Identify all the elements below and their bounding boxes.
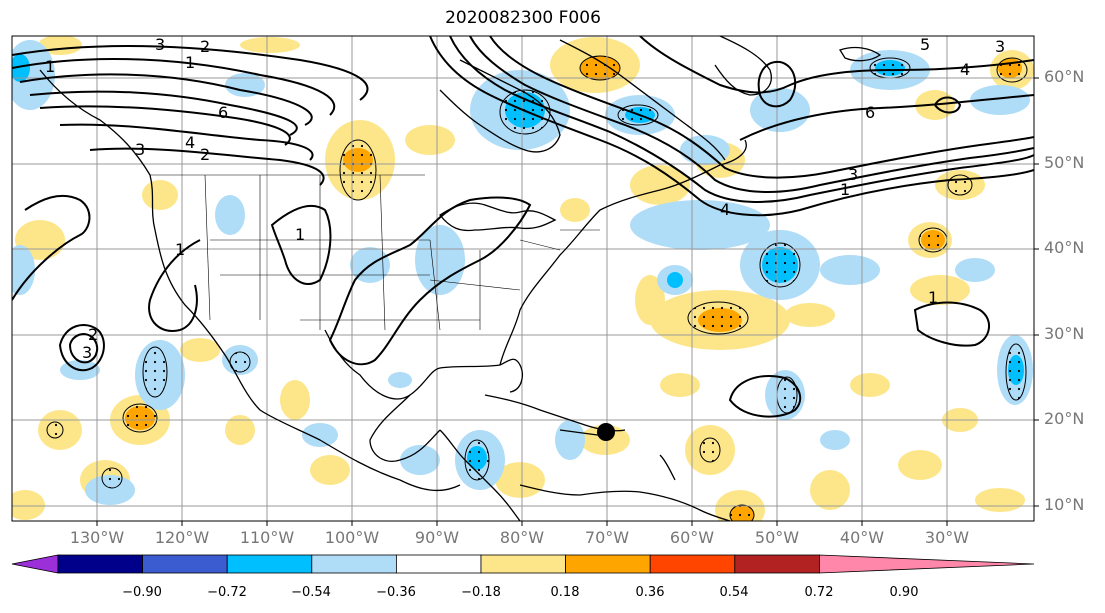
- colorbar: [11, 554, 1035, 574]
- colorbar-segment: [480, 554, 566, 574]
- contour-label: 3: [995, 37, 1005, 56]
- map-title: 2020082300 F006: [445, 8, 601, 28]
- lon-label: 40°W: [839, 528, 885, 547]
- lat-label: 20°N: [1044, 409, 1085, 428]
- lat-label: 60°N: [1044, 67, 1085, 86]
- colorbar-segment: [226, 554, 313, 574]
- coastlines: [39, 36, 882, 521]
- contour-label: 2: [200, 145, 210, 164]
- colorbar-segment: [565, 554, 651, 574]
- colorbar-tick-label: −0.90: [122, 585, 162, 600]
- lat-label: 30°N: [1044, 324, 1085, 343]
- colorbar-segment: [311, 554, 397, 574]
- contour-label: 1: [185, 53, 195, 72]
- colorbar-tick-label: −0.36: [376, 585, 416, 600]
- axis-ticks: [96, 77, 1039, 526]
- lon-label: 50°W: [754, 528, 800, 547]
- contour-label: 4: [720, 200, 730, 219]
- contour-label: 3: [848, 165, 858, 184]
- colorbar-segment: [142, 554, 228, 574]
- colorbar-tick-label: −0.54: [291, 585, 331, 600]
- contour-label: 5: [920, 35, 930, 54]
- lat-label: 50°N: [1044, 153, 1085, 172]
- lon-label: 100°W: [324, 528, 380, 547]
- contours: [12, 36, 1034, 418]
- lon-label: 70°W: [584, 528, 630, 547]
- lon-label: 90°W: [414, 528, 460, 547]
- colorbar-tick-label: 0.54: [719, 585, 749, 600]
- lon-label: 120°W: [154, 528, 210, 547]
- colorbar-segment: [57, 554, 143, 574]
- colorbar-tick-label: 0.18: [550, 585, 580, 600]
- colorbar-segment: [734, 554, 820, 574]
- colorbar-tick-label: 0.90: [889, 585, 919, 600]
- contour-label: 1: [175, 240, 185, 259]
- contour-label: 1: [928, 288, 938, 307]
- lon-label: 130°W: [69, 528, 125, 547]
- contour-labels: 1 2 3 4 6 1 2 3 4 6 1 3 4 5 3 1 1 1 2 3: [45, 35, 1005, 362]
- lon-label: 80°W: [499, 528, 545, 547]
- colorbar-segment: [649, 554, 736, 574]
- contour-label: 1: [45, 57, 55, 76]
- graticule: [12, 36, 1034, 521]
- colorbar-tick-label: −0.72: [207, 585, 247, 600]
- lat-label: 10°N: [1044, 495, 1085, 514]
- state-borders: [150, 174, 600, 331]
- colorbar-extend-high: [819, 554, 1035, 574]
- contour-label: 1: [840, 180, 850, 199]
- lon-label: 110°W: [239, 528, 295, 547]
- contour-label: 3: [82, 343, 92, 362]
- colorbar-tick-label: 0.72: [804, 585, 834, 600]
- colorbar-tick-label: 0.36: [635, 585, 665, 600]
- colorbar-extend-low: [11, 554, 59, 574]
- map-frame: [11, 35, 1035, 522]
- lat-label: 40°N: [1044, 238, 1085, 257]
- hurricane-position-dot: [597, 423, 615, 441]
- lon-label: 60°W: [669, 528, 715, 547]
- contour-label: 2: [88, 325, 98, 344]
- contour-label: 6: [865, 103, 875, 122]
- contour-label: 6: [218, 103, 228, 122]
- lon-label: 30°W: [924, 528, 970, 547]
- contour-label: 4: [960, 60, 970, 79]
- contour-label: 3: [155, 35, 165, 54]
- contour-label: 3: [135, 140, 145, 159]
- contour-label: 1: [295, 225, 305, 244]
- contour-label: 2: [200, 37, 210, 56]
- contour-label: 4: [185, 133, 195, 152]
- colorbar-segment: [395, 554, 482, 574]
- map-area: 1 2 3 4 6 1 2 3 4 6 1 3 4 5 3 1 1 1 2 3: [12, 35, 1034, 521]
- colorbar-tick-label: −0.18: [461, 585, 501, 600]
